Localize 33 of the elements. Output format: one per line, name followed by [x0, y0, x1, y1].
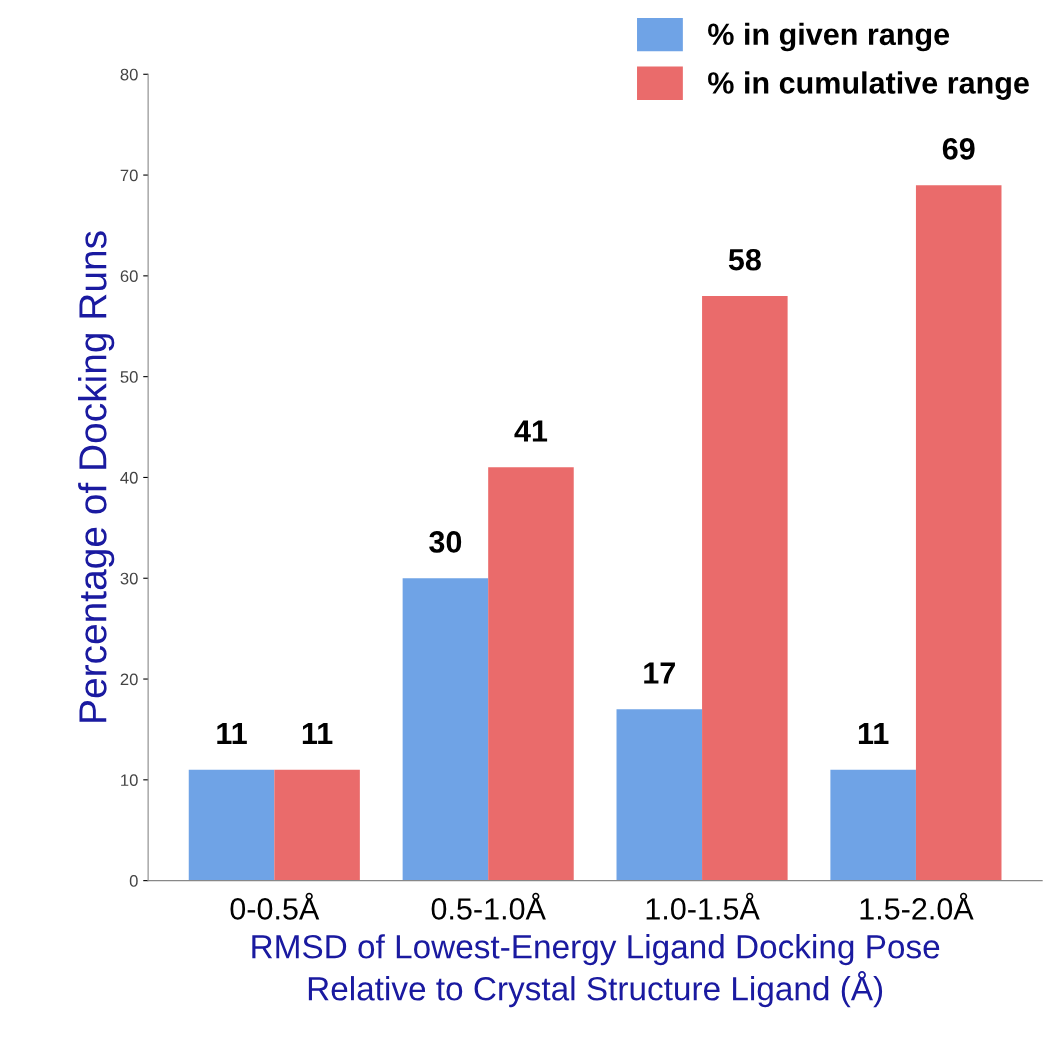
data-label: 69 — [942, 138, 975, 160]
bar — [188, 769, 275, 881]
data-label: 11 — [217, 722, 247, 744]
y-tick-label: 50 — [120, 371, 138, 383]
y-tick-label: 60 — [120, 270, 138, 283]
data-label: 58 — [728, 248, 761, 271]
data-label: 11 — [302, 722, 333, 744]
y-axis-title: Percentage of Docking Runs — [78, 231, 115, 722]
bar — [402, 578, 489, 881]
x-tick-label: 0.5-1.0Å — [431, 892, 546, 920]
x-tick-label: 0-0.5Å — [230, 892, 320, 920]
bar — [702, 296, 788, 881]
data-label: 30 — [429, 531, 462, 553]
y-tick-label: 10 — [121, 774, 138, 787]
bar — [830, 769, 916, 881]
data-label: 41 — [514, 420, 548, 442]
data-label: 17 — [644, 662, 675, 684]
y-tick-label: 70 — [120, 169, 138, 182]
y-tick-label: 40 — [120, 471, 138, 484]
bar — [488, 467, 574, 881]
x-axis-title: RMSD of Lowest-Energy Ligand Docking Pose Relative to Crystal Structure Ligand (Å) — [252, 934, 940, 1008]
y-tick-label: 0 — [129, 875, 138, 887]
x-tick-label: 1.5-2.0Å — [860, 892, 974, 920]
x-tick-label: 1.0-1.5Å — [646, 892, 760, 920]
bar — [616, 709, 703, 881]
bar — [915, 185, 1002, 881]
y-tick-label: 30 — [120, 572, 138, 585]
legend-label: % in given range — [708, 22, 950, 52]
y-tick-label: 80 — [120, 68, 138, 81]
y-tick-label: 20 — [120, 673, 138, 686]
legend-label: % in cumulative range — [708, 71, 1029, 100]
bar — [274, 769, 360, 881]
data-label: 11 — [858, 722, 889, 744]
